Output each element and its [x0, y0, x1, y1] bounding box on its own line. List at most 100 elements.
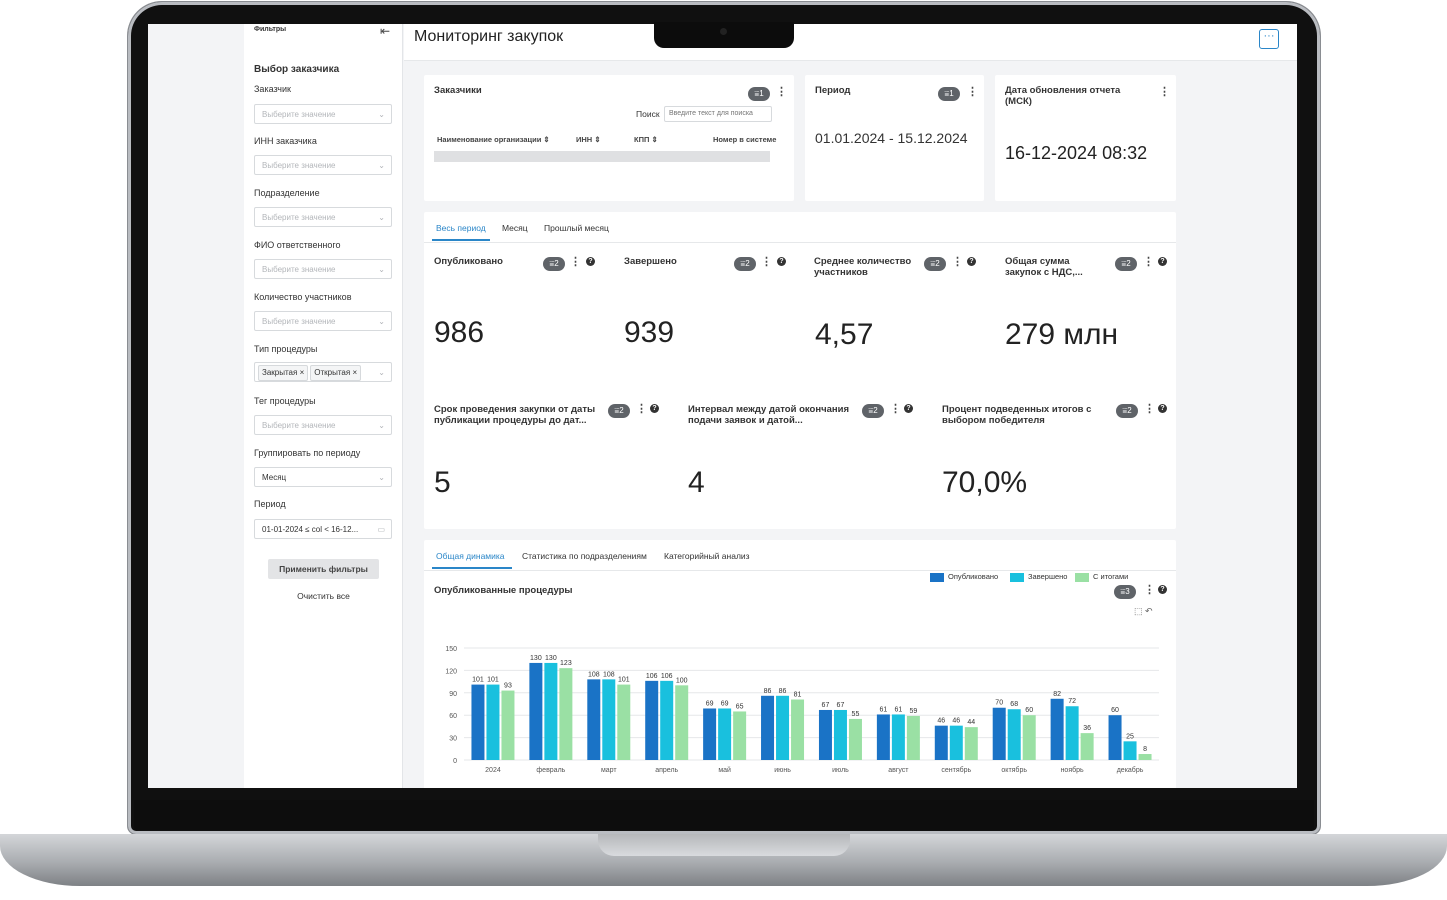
kpi-title: Интервал между датой окончания подачи зая… — [688, 404, 849, 426]
help-icon[interactable]: ? — [904, 404, 913, 413]
tab-department-stats[interactable]: Статистика по подразделениям — [522, 551, 647, 561]
filter-badge[interactable]: ⩸2 — [1115, 257, 1137, 271]
kebab-menu-icon[interactable]: ⋮ — [761, 256, 772, 268]
bar-value-label: 86 — [764, 688, 772, 695]
bar-value-label: 67 — [822, 702, 830, 709]
bar-value-label: 46 — [937, 718, 945, 725]
tab-whole-period[interactable]: Весь период — [436, 223, 486, 233]
filter-badge[interactable]: ⩸1 — [748, 87, 770, 101]
filter-badge[interactable]: ⩸3 — [1114, 585, 1136, 599]
tab-last-month[interactable]: Прошлый месяц — [544, 223, 609, 233]
kebab-menu-icon[interactable]: ⋮ — [1144, 403, 1155, 415]
department-select[interactable]: Выберите значение ⌄ — [254, 207, 392, 227]
period-range-input[interactable]: 01-01-2024 ≤ col < 16-12... ▭ — [254, 519, 392, 539]
bar-value-label: 69 — [706, 700, 714, 707]
participants-select[interactable]: Выберите значение ⌄ — [254, 311, 392, 331]
help-icon[interactable]: ? — [650, 404, 659, 413]
help-icon[interactable]: ? — [967, 257, 976, 266]
update-date-value: 16-12-2024 08:32 — [1005, 143, 1148, 163]
bar-value-label: 101 — [618, 677, 630, 684]
legend-item[interactable]: С итогами — [1075, 572, 1128, 582]
legend-label: С итогами — [1093, 572, 1129, 581]
apply-filters-button[interactable]: Применить фильтры — [268, 559, 379, 579]
tab-category-analysis[interactable]: Категорийный анализ — [664, 551, 750, 561]
chart-bar — [964, 727, 978, 760]
select-placeholder: Выберите значение — [262, 421, 336, 430]
more-options-button[interactable]: ··· — [1259, 29, 1279, 49]
camera-notch — [654, 22, 794, 48]
tab-overall-dynamics[interactable]: Общая динамика — [436, 551, 505, 561]
chevron-down-icon: ⌄ — [378, 421, 385, 430]
x-tick-label: март — [601, 767, 617, 774]
help-icon[interactable]: ? — [1158, 585, 1167, 594]
legend-item[interactable]: Опубликовано — [930, 572, 998, 582]
filter-badge[interactable]: ⩸2 — [1116, 404, 1138, 418]
x-tick-label: июнь — [774, 767, 791, 774]
title-line: закупок с НДС,... — [1005, 267, 1083, 278]
chevron-down-icon: ⌄ — [378, 265, 385, 274]
collapse-sidebar-icon[interactable]: ⇤ — [380, 24, 391, 38]
help-icon[interactable]: ? — [777, 257, 786, 266]
help-icon[interactable]: ? — [1158, 257, 1167, 266]
search-input[interactable] — [664, 106, 772, 122]
select-placeholder: Выберите значение — [262, 317, 336, 326]
chart-bar — [617, 684, 631, 760]
inn-select[interactable]: Выберите значение ⌄ — [254, 155, 392, 175]
group-by-select[interactable]: Месяц ⌄ — [254, 467, 392, 487]
filter-badge[interactable]: ⩸2 — [734, 257, 756, 271]
title-line: Срок проведения закупки от даты — [434, 404, 596, 415]
help-icon[interactable]: ? — [586, 257, 595, 266]
kebab-menu-icon[interactable]: ⋮ — [776, 86, 787, 98]
tag-closed[interactable]: Закрытая × — [258, 365, 309, 381]
kebab-menu-icon[interactable]: ⋮ — [1143, 256, 1154, 268]
customer-select[interactable]: Выберите значение ⌄ — [254, 104, 392, 124]
legend-swatch — [1010, 572, 1024, 582]
zoom-select-icon[interactable]: ⬚ — [1134, 606, 1143, 616]
remove-tag-icon[interactable]: × — [299, 368, 305, 377]
column-header-inn[interactable]: ИНН ⇕ — [576, 135, 601, 144]
kebab-menu-icon[interactable]: ⋮ — [1159, 86, 1170, 98]
period-value: 01.01.2024 - 15.12.2024 — [815, 130, 968, 146]
bar-value-label: 59 — [909, 708, 917, 715]
kebab-menu-icon[interactable]: ⋮ — [570, 256, 581, 268]
remove-tag-icon[interactable]: × — [352, 368, 358, 377]
zoom-reset-icon[interactable]: ↶ — [1145, 606, 1153, 616]
calendar-icon[interactable]: ▭ — [377, 525, 385, 534]
filter-badge[interactable]: ⩸2 — [862, 404, 884, 418]
help-icon[interactable]: ? — [1158, 404, 1167, 413]
bar-value-label: 82 — [1053, 691, 1061, 698]
filter-badge[interactable]: ⩸2 — [543, 257, 565, 271]
bar-value-label: 46 — [952, 718, 960, 725]
filter-badge[interactable]: ⩸1 — [938, 87, 960, 101]
field-label-inn: ИНН заказчика — [254, 136, 317, 146]
tab-month[interactable]: Месяц — [502, 223, 528, 233]
bar-value-label: 86 — [779, 688, 787, 695]
chart-bar — [703, 708, 717, 760]
filter-badge[interactable]: ⩸2 — [608, 404, 630, 418]
clear-all-button[interactable]: Очистить все — [297, 591, 350, 601]
kpi-value: 4 — [688, 466, 705, 499]
x-tick-label: 2024 — [485, 767, 501, 774]
active-tab-indicator — [432, 567, 512, 569]
chevron-down-icon: ⌄ — [378, 317, 385, 326]
legend-item[interactable]: Завершено — [1010, 572, 1067, 582]
kebab-menu-icon[interactable]: ⋮ — [636, 403, 647, 415]
column-header-org[interactable]: Наименование организации ⇕ — [437, 135, 550, 144]
tag-open[interactable]: Открытая × — [310, 365, 362, 381]
procedure-type-select[interactable]: Закрытая × Открытая × ⌄ — [254, 362, 392, 382]
chevron-down-icon: ⌄ — [378, 473, 385, 482]
filter-badge[interactable]: ⩸2 — [924, 257, 946, 271]
kebab-menu-icon[interactable]: ⋮ — [952, 256, 963, 268]
responsible-select[interactable]: Выберите значение ⌄ — [254, 259, 392, 279]
procedure-tag-select[interactable]: Выберите значение ⌄ — [254, 415, 392, 435]
chevron-down-icon: ⌄ — [378, 213, 385, 222]
column-header-system-number[interactable]: Номер в системе — [713, 135, 777, 144]
column-header-kpp[interactable]: КПП ⇕ — [634, 135, 658, 144]
chart-bar — [949, 725, 963, 760]
bar-value-label: 100 — [676, 677, 688, 684]
kebab-menu-icon[interactable]: ⋮ — [890, 403, 901, 415]
bar-value-label: 106 — [661, 673, 673, 680]
y-tick-label: 150 — [445, 646, 457, 653]
kebab-menu-icon[interactable]: ⋮ — [1144, 584, 1155, 596]
kebab-menu-icon[interactable]: ⋮ — [967, 86, 978, 98]
